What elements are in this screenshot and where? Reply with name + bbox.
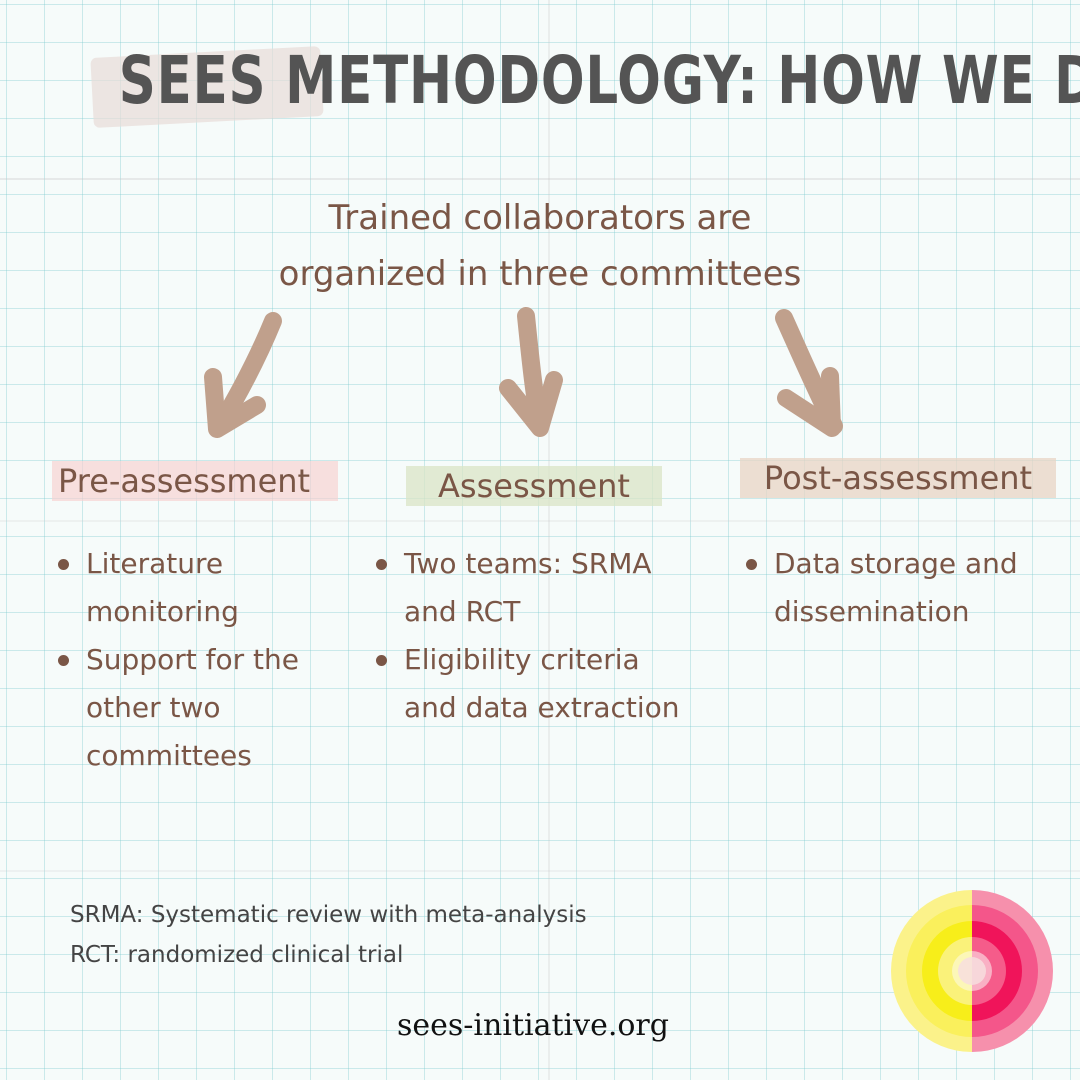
- arrow-down-left-icon: [204, 312, 282, 438]
- abbreviations: SRMA: Systematic review with meta-analys…: [70, 895, 587, 975]
- abbreviation-srma: SRMA: Systematic review with meta-analys…: [70, 902, 587, 928]
- paper-fold-line: [548, 0, 550, 1080]
- pre-assessment-list: Literature monitoring Support for the ot…: [54, 540, 354, 780]
- committee-label-post-assessment: Post-assessment: [740, 458, 1056, 498]
- assessment-list: Two teams: SRMA and RCT Eligibility crit…: [372, 540, 692, 732]
- arrow-down-right-icon: [775, 309, 843, 437]
- list-item: Data storage and dissemination: [742, 540, 1062, 636]
- list-item: Two teams: SRMA and RCT: [372, 540, 692, 636]
- paper-fold-line: [0, 178, 1080, 180]
- arrow-down-icon: [499, 307, 563, 437]
- list-item: Eligibility criteria and data extraction: [372, 636, 692, 732]
- paper-fold-line: [0, 520, 1080, 522]
- paper-fold-line: [0, 870, 1080, 872]
- intro-text: Trained collaborators are organized in t…: [0, 190, 1080, 302]
- page-title: SEES METHODOLOGY: HOW WE DO: [118, 42, 1080, 119]
- list-item: Support for the other two committees: [54, 636, 354, 780]
- committee-label-pre-assessment: Pre-assessment: [52, 461, 338, 501]
- list-item: Literature monitoring: [54, 540, 354, 636]
- abbreviation-rct: RCT: randomized clinical trial: [70, 942, 404, 968]
- intro-line-2: organized in three committees: [278, 254, 802, 294]
- sees-logo: [891, 890, 1053, 1052]
- post-assessment-list: Data storage and dissemination: [742, 540, 1062, 636]
- website-url[interactable]: sees-initiative.org: [397, 1008, 669, 1043]
- intro-line-1: Trained collaborators are: [328, 198, 752, 238]
- committee-label-assessment: Assessment: [406, 466, 662, 506]
